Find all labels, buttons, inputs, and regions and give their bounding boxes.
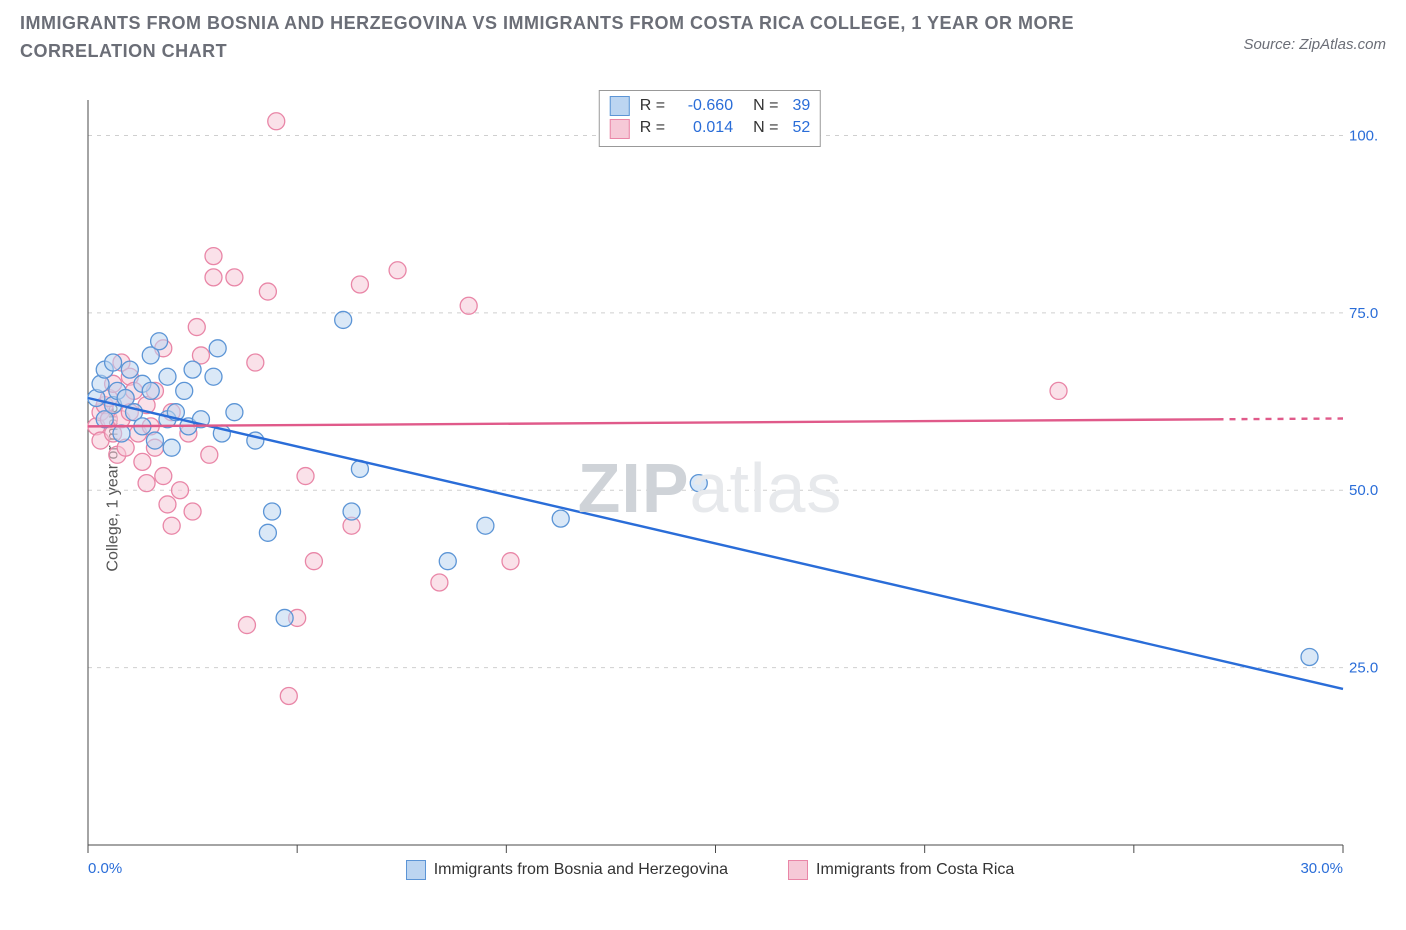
legend-label: Immigrants from Bosnia and Herzegovina [434, 861, 728, 879]
legend-swatch [406, 860, 426, 880]
correlation-legend: R = -0.660 N = 39 R = 0.014 N = 52 [599, 90, 821, 147]
svg-text:75.0%: 75.0% [1349, 305, 1378, 322]
r-value: -0.660 [675, 95, 733, 117]
header: IMMIGRANTS FROM BOSNIA AND HERZEGOVINA V… [0, 0, 1406, 70]
legend-item-costarica: Immigrants from Costa Rica [788, 860, 1014, 880]
legend-swatch [788, 860, 808, 880]
series-legend: Immigrants from Bosnia and Herzegovina Im… [40, 860, 1380, 880]
r-value: 0.014 [675, 117, 733, 139]
plot-area: College, 1 year or more 0.0%30.0%25.0%50… [40, 90, 1380, 885]
r-label: R = [640, 95, 665, 117]
svg-text:50.0%: 50.0% [1349, 482, 1378, 499]
n-label: N = [753, 117, 778, 139]
legend-swatch [610, 96, 630, 116]
source-label: Source: ZipAtlas.com [1243, 10, 1386, 53]
r-legend-row-bosnia: R = -0.660 N = 39 [610, 95, 810, 117]
legend-item-bosnia: Immigrants from Bosnia and Herzegovina [406, 860, 728, 880]
r-label: R = [640, 117, 665, 139]
scatter-chart: 0.0%30.0%25.0%50.0%75.0%100.0% [68, 90, 1378, 910]
legend-swatch [610, 119, 630, 139]
chart-title: IMMIGRANTS FROM BOSNIA AND HERZEGOVINA V… [20, 10, 1170, 66]
r-legend-row-costarica: R = 0.014 N = 52 [610, 117, 810, 139]
legend-label: Immigrants from Costa Rica [816, 861, 1014, 879]
svg-text:25.0%: 25.0% [1349, 660, 1378, 677]
n-value: 39 [792, 95, 810, 117]
n-value: 52 [792, 117, 810, 139]
n-label: N = [753, 95, 778, 117]
svg-text:100.0%: 100.0% [1349, 127, 1378, 144]
